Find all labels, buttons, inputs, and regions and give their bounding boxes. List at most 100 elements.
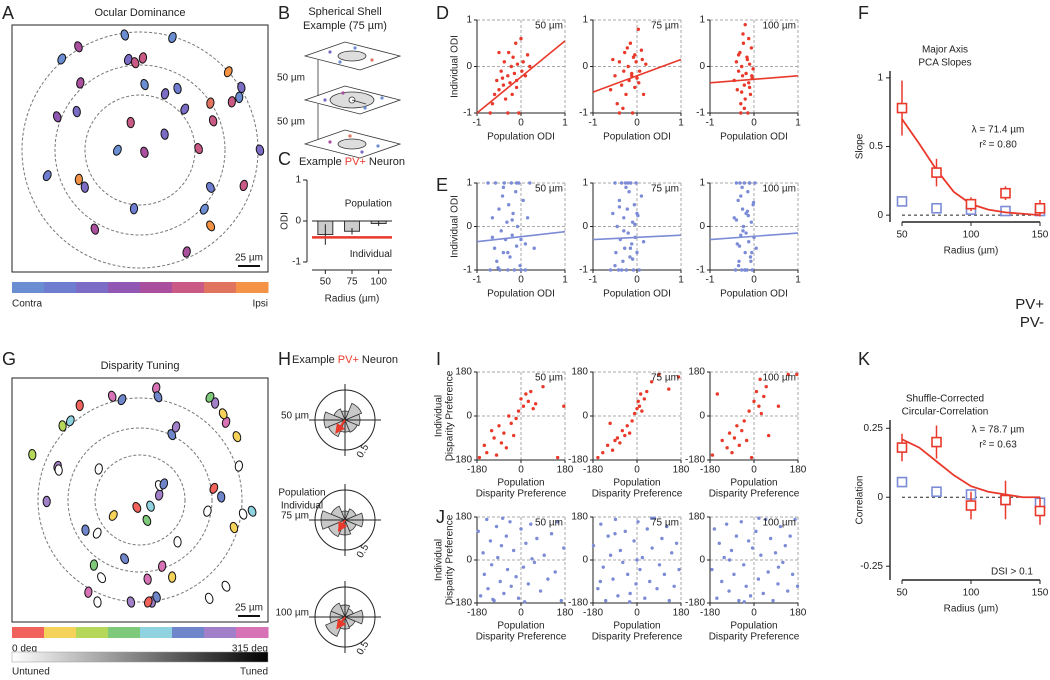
x-axis-label: Disparity Preference (476, 489, 567, 500)
point (491, 597, 495, 602)
point (596, 586, 600, 591)
colorbar-label: 315 deg (232, 644, 268, 655)
cell (238, 508, 248, 520)
x-axis-label: Disparity Preference (709, 632, 800, 643)
fit-curve (901, 438, 1040, 499)
point (766, 433, 771, 438)
point (634, 181, 638, 185)
point (497, 88, 501, 92)
point (622, 229, 626, 233)
point (529, 389, 533, 394)
vector-arrow (335, 419, 346, 434)
point (749, 259, 753, 263)
point (736, 263, 741, 268)
point (747, 62, 752, 66)
point (613, 438, 617, 443)
y-tick-label: 0 (295, 216, 301, 227)
point (507, 414, 511, 418)
point (519, 397, 523, 401)
point (636, 27, 641, 31)
x-tick-label: 1 (562, 118, 568, 129)
chart-title: PCA Slopes (918, 58, 971, 69)
marker (931, 167, 942, 178)
cell (221, 416, 231, 428)
y-tick-label: 0 (582, 61, 588, 72)
y-axis-label: Individual (434, 395, 445, 437)
point (747, 85, 752, 90)
point (637, 69, 642, 73)
point (635, 211, 639, 216)
point (736, 69, 741, 73)
x-tick-label: -1 (589, 118, 598, 129)
point (499, 441, 504, 445)
point (665, 524, 669, 529)
point (509, 181, 514, 185)
point (512, 268, 517, 272)
point (501, 250, 506, 255)
cell (206, 97, 215, 109)
point (757, 404, 761, 408)
x-tick-label: 150 (1032, 588, 1049, 599)
point (490, 102, 495, 106)
colorbar-segment (108, 282, 141, 293)
point (478, 594, 483, 598)
point (734, 60, 739, 64)
cell (42, 170, 52, 182)
point (622, 216, 626, 220)
panel-letter: D (436, 3, 449, 23)
cell (167, 429, 177, 441)
point (614, 250, 618, 255)
point (505, 567, 510, 572)
marker (965, 198, 977, 210)
point (496, 555, 500, 560)
point (519, 36, 523, 41)
y-tick-label: 0 (877, 492, 883, 503)
point (727, 558, 732, 562)
point (632, 411, 637, 416)
point (476, 529, 480, 534)
point (521, 404, 526, 408)
point (514, 244, 519, 248)
title-part: Neuron (369, 156, 405, 168)
cell (54, 464, 63, 476)
point (518, 263, 522, 268)
point (741, 41, 746, 45)
x-tick-label: 0 (634, 465, 640, 476)
point (734, 218, 739, 222)
x-tick-label: 0 (634, 118, 640, 129)
point (504, 446, 509, 450)
y-axis-label: Disparity Preference (445, 514, 456, 605)
point (617, 205, 622, 209)
corner-label: 75 µm (651, 518, 679, 529)
cell (218, 408, 228, 420)
x-tick-label: 150 (1032, 230, 1049, 241)
point (601, 565, 605, 569)
point (553, 570, 557, 574)
y-tick-label: -180 (452, 455, 472, 466)
point (526, 582, 531, 586)
point (649, 516, 654, 520)
cell (180, 103, 190, 115)
cell (210, 397, 220, 409)
point (485, 517, 489, 522)
x-axis-label: Population (730, 478, 777, 489)
y-tick-label: -0.25 (860, 561, 883, 572)
point (710, 567, 714, 572)
point (506, 111, 510, 115)
point (786, 372, 790, 377)
point (506, 50, 511, 55)
x-tick-label: 1 (678, 275, 684, 286)
point (660, 536, 664, 541)
point (634, 582, 638, 586)
point (644, 62, 648, 66)
x-tick-label: 50 (320, 277, 332, 288)
colorbar-segment (76, 282, 109, 293)
colorbar-segment (44, 627, 77, 638)
point (601, 450, 605, 455)
y-tick-label: 180 (688, 512, 705, 523)
point (761, 591, 765, 596)
colorbar-label: Contra (12, 299, 42, 310)
cell (199, 203, 209, 215)
point (611, 57, 615, 62)
cell (58, 420, 67, 432)
